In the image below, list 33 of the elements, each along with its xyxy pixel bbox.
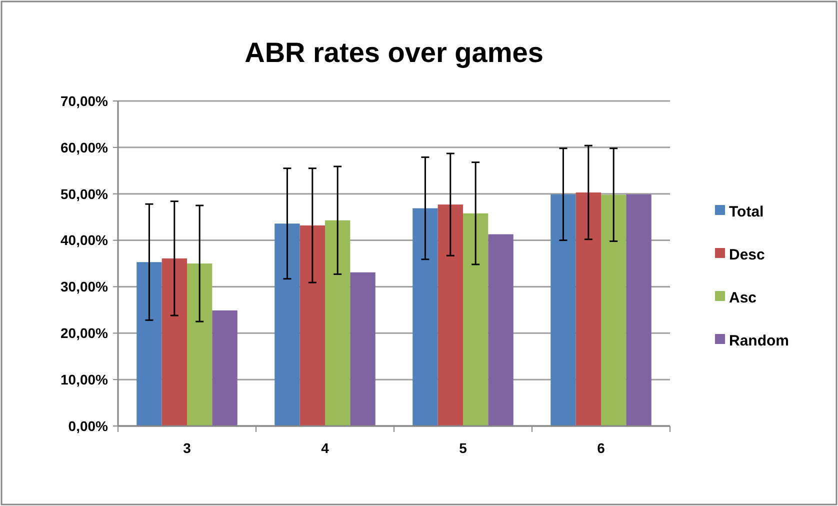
y-tick-label: 10,00% — [60, 371, 109, 388]
bar — [350, 272, 376, 426]
bar — [136, 262, 162, 426]
bar — [626, 194, 652, 426]
bar — [463, 213, 488, 426]
x-tick-label: 6 — [597, 440, 606, 456]
y-tick-label: 60,00% — [60, 139, 109, 156]
x-tick-label: 5 — [459, 440, 468, 456]
bar — [212, 310, 238, 426]
legend-label: Asc — [729, 289, 757, 306]
bar — [438, 204, 463, 426]
x-tick-label: 4 — [321, 440, 330, 456]
y-tick-label: 0,00% — [68, 418, 109, 434]
legend-label: Total — [729, 203, 764, 220]
y-tick-label: 70,00% — [60, 92, 109, 109]
bar — [601, 194, 626, 426]
bar — [325, 220, 350, 426]
x-tick-label: 3 — [183, 440, 192, 456]
bar — [300, 225, 325, 426]
y-tick-label: 40,00% — [60, 232, 109, 248]
legend-label: Random — [729, 332, 789, 350]
bar — [488, 234, 514, 426]
y-tick-label: 50,00% — [60, 186, 109, 202]
bar — [274, 224, 300, 426]
y-tick-label: 20,00% — [60, 325, 109, 342]
legend-label: Desc — [729, 246, 765, 264]
bar — [412, 208, 438, 426]
bar — [162, 258, 187, 426]
y-tick-label: 30,00% — [60, 278, 109, 295]
bar — [550, 194, 576, 426]
bar — [576, 192, 601, 426]
chart-title: ABR rates over games — [244, 37, 544, 68]
bar — [187, 264, 212, 426]
